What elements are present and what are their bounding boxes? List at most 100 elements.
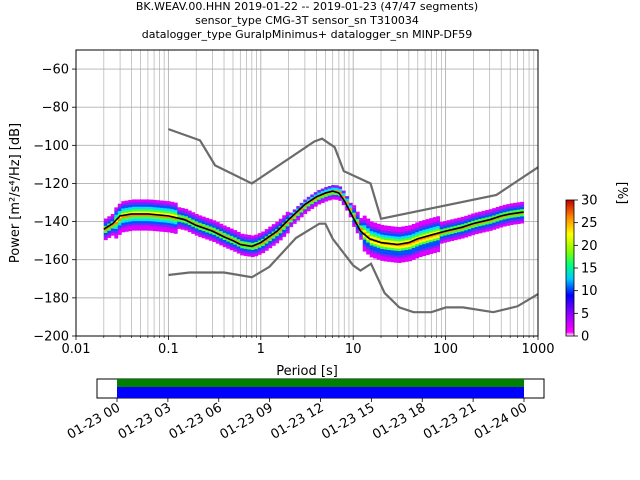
heatmap-cell (212, 227, 217, 231)
heatmap-cell (394, 252, 399, 256)
heatmap-cell (240, 240, 245, 244)
heatmap-cell (219, 230, 224, 234)
heatmap-cell (285, 221, 290, 224)
heatmap-cell (138, 206, 143, 210)
coverage-band-blue (117, 387, 524, 398)
heatmap-cell (121, 205, 126, 209)
heatmap-cell (173, 221, 178, 225)
heatmap-cell (387, 240, 392, 243)
heatmap-cell (436, 232, 441, 236)
heatmap-cell (250, 254, 255, 258)
heatmap-cell (499, 205, 504, 209)
heatmap-cell (121, 222, 126, 226)
heatmap-cell (257, 252, 262, 255)
heatmap-cell (114, 235, 119, 239)
heatmap-cell (194, 216, 199, 219)
heatmap-cell (464, 215, 469, 219)
heatmap-cell (352, 214, 357, 218)
heatmap-cell (103, 237, 108, 241)
heatmap-cell (362, 248, 367, 252)
heatmap-cell (408, 241, 413, 245)
heatmap-cell (142, 225, 147, 229)
heatmap-cell (355, 214, 360, 217)
heatmap-cell (411, 247, 416, 251)
heatmap-cell (453, 230, 458, 234)
plot-area: 0.01 0.1 1 10 100 1000 −200 −180 −160 −140 −120 −1… (33, 49, 555, 357)
heatmap-cell (380, 239, 385, 242)
heatmap-cell (390, 226, 395, 229)
heatmap-cell (159, 210, 164, 213)
heatmap-cell (135, 199, 140, 203)
heatmap-cell (355, 230, 360, 234)
heatmap-cell (397, 236, 402, 240)
heatmap-cell (506, 216, 511, 219)
heatmap-cell (215, 222, 220, 225)
heatmap-cell (159, 200, 164, 204)
heatmap-cell (117, 210, 122, 214)
heatmap-cell (492, 224, 497, 228)
heatmap-cell (135, 216, 140, 219)
heatmap-cell (289, 219, 294, 223)
heatmap-cell (422, 248, 427, 252)
heatmap-cell (404, 252, 409, 255)
heatmap-cell (163, 215, 168, 218)
heatmap-cell (152, 223, 157, 227)
heatmap-cell (212, 225, 217, 228)
heatmap-cell (436, 223, 441, 226)
heatmap-cell (226, 246, 231, 249)
heatmap-cell (233, 239, 238, 243)
heatmap-cell (471, 232, 476, 236)
heatmap-cell (170, 223, 175, 226)
heatmap-cell (299, 207, 304, 211)
heatmap-cell (124, 200, 129, 204)
heatmap-cell (502, 209, 507, 213)
heatmap-cell (114, 216, 119, 220)
heatmap-cell (345, 200, 350, 204)
heatmap-cell (404, 233, 409, 236)
heatmap-cell (243, 236, 248, 240)
heatmap-cell (306, 203, 311, 207)
heatmap-cell (450, 238, 455, 241)
heatmap-cell (446, 222, 451, 226)
colorbar-gradient (565, 199, 575, 337)
heatmap-cell (352, 209, 357, 213)
heatmap-cell (334, 190, 339, 193)
heatmap-cell (219, 240, 224, 244)
heatmap-cell (436, 228, 441, 231)
heatmap-cell (170, 220, 175, 224)
heatmap-cell (194, 228, 199, 231)
heatmap-cell (502, 219, 507, 222)
heatmap-cell (138, 228, 143, 231)
y-tick-label: −120 (33, 177, 69, 192)
y-tick-label: −160 (33, 253, 69, 268)
heatmap-cell (366, 237, 371, 241)
heatmap-cell (394, 250, 399, 254)
heatmap-cell (513, 202, 518, 206)
coverage-band-green (117, 379, 524, 387)
heatmap-cell (362, 241, 367, 245)
heatmap-cell (212, 234, 217, 238)
heatmap-cell (243, 234, 248, 237)
heatmap-cell (418, 228, 423, 231)
heatmap-cell (271, 238, 276, 242)
heatmap-cell (257, 237, 262, 241)
heatmap-cell (439, 226, 444, 230)
heatmap-cell (215, 236, 220, 239)
heatmap-cell (117, 203, 122, 207)
heatmap-cell (453, 235, 458, 238)
heatmap-cell (191, 226, 196, 230)
heatmap-cell (208, 226, 213, 229)
heatmap-cell (149, 199, 154, 203)
heatmap-cell (184, 225, 189, 229)
heatmap-cell (212, 239, 217, 242)
heatmap-cell (107, 230, 112, 234)
heatmap-cell (233, 230, 238, 233)
heatmap-cell (446, 236, 451, 240)
x-tick-label: 0.01 (62, 342, 91, 357)
heatmap-cell (296, 206, 301, 209)
heatmap-cell (373, 246, 378, 250)
heatmap-cell (201, 219, 206, 222)
heatmap-cell (513, 219, 518, 223)
colorbar-tick-label: 20 (581, 239, 598, 254)
